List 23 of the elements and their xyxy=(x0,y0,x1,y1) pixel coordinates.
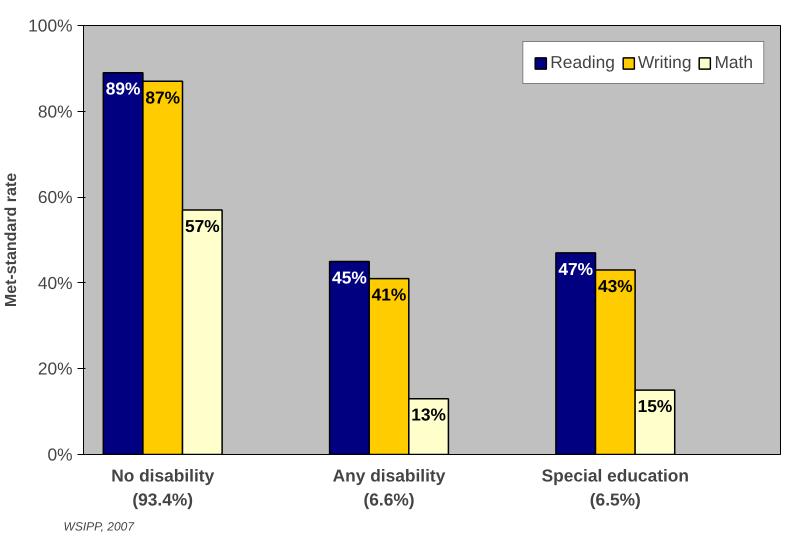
y-tick-label: 80% xyxy=(38,101,73,122)
data-label: 15% xyxy=(638,396,672,416)
data-label: 89% xyxy=(106,78,140,99)
data-label: 47% xyxy=(558,258,594,279)
y-tick-label: 100% xyxy=(28,16,73,36)
data-label: 57% xyxy=(184,216,220,236)
data-label: 41% xyxy=(372,284,406,305)
y-tick-label: 60% xyxy=(38,187,73,208)
legend-label: Math xyxy=(714,52,753,73)
legend-label: Writing xyxy=(638,52,692,73)
data-label: 13% xyxy=(411,404,446,425)
x-tick-label: Any disability (6.6%) xyxy=(332,466,446,510)
y-tick-label: 40% xyxy=(38,272,73,293)
x-tick-label: Special education (6.5%) xyxy=(542,466,689,510)
y-tick-label: 0% xyxy=(47,444,72,464)
y-tick-label: 20% xyxy=(38,358,73,379)
data-label: 45% xyxy=(332,267,367,288)
data-label: 43% xyxy=(598,276,633,296)
text: WSIPP, 2007 xyxy=(64,520,136,534)
data-label: 87% xyxy=(145,87,180,108)
y-axis-title: Met-standard rate xyxy=(3,172,20,308)
x-tick-label: No disability (93.4%) xyxy=(111,466,215,510)
legend-label: Reading xyxy=(550,52,615,73)
